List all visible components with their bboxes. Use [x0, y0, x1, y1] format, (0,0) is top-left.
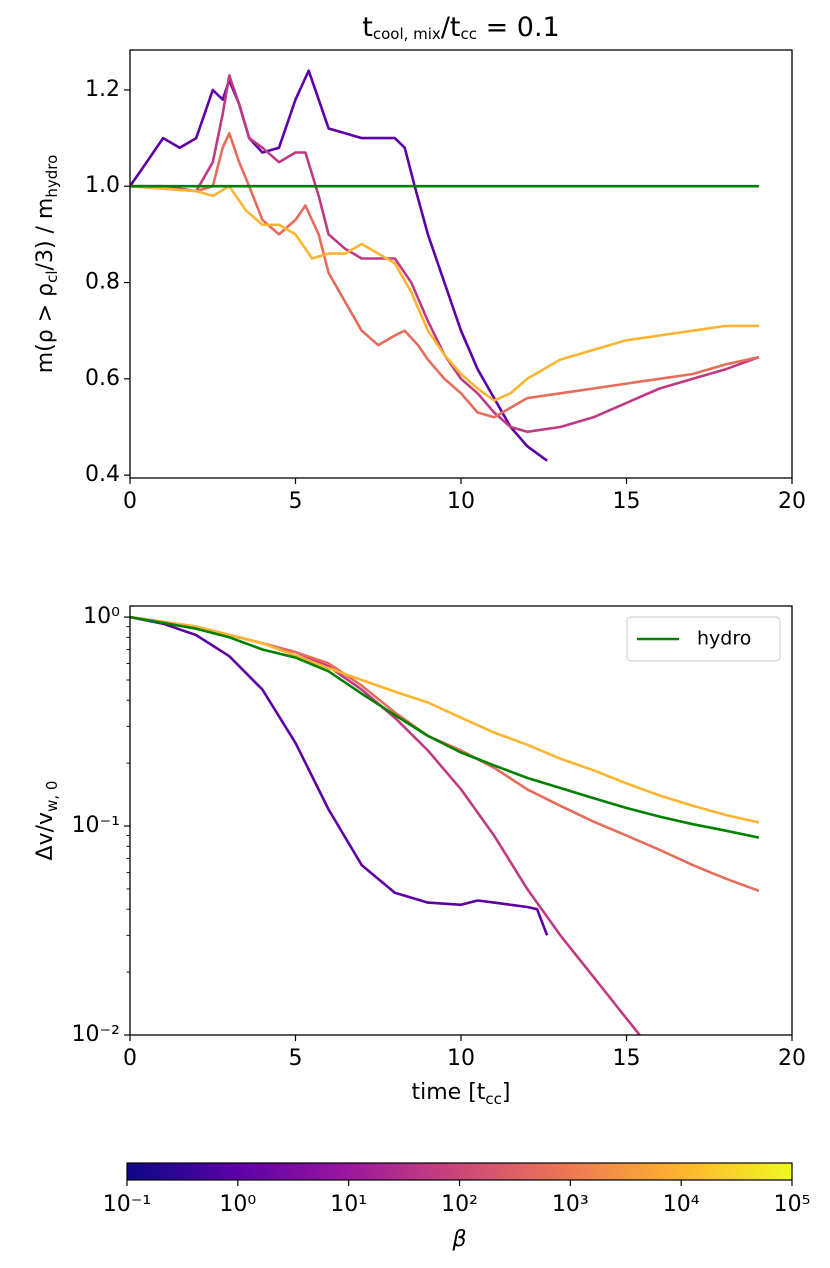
- y-tick-label: 0.8: [85, 270, 120, 295]
- x-axis-label-part: ]: [502, 1080, 511, 1105]
- chart-title-part: cc: [461, 25, 478, 43]
- y-tick-label: 1.0: [85, 173, 120, 198]
- x-tick-label: 10⁻¹: [103, 1192, 151, 1217]
- data-line: [130, 615, 549, 936]
- y-tick-label: 1.2: [85, 77, 120, 102]
- colorbar: [126, 1162, 793, 1181]
- chart-title-part: t: [362, 12, 373, 43]
- x-tick-label: 5: [289, 489, 303, 514]
- y-axis-label-part: m(ρ > ρ: [33, 283, 58, 373]
- y-tick-label: 0.4: [85, 462, 120, 487]
- x-tick-label: 10⁵: [774, 1192, 811, 1217]
- x-axis-label-part: time [t: [412, 1080, 486, 1105]
- chart-title-part: cool, mix: [373, 25, 441, 43]
- x-tick-label: 20: [778, 1046, 806, 1071]
- x-tick-label: 20: [778, 489, 806, 514]
- x-tick-label: 0: [123, 489, 137, 514]
- x-tick-label: 10: [447, 1046, 475, 1071]
- x-tick-label: 10²: [441, 1192, 478, 1217]
- legend-box: [626, 616, 781, 662]
- y-axis-label-part: Δv/v: [33, 812, 58, 861]
- data-line: [130, 615, 641, 1035]
- data-line: [130, 69, 548, 462]
- axes-frame: [129, 605, 793, 1036]
- y-tick-label: 10⁻¹: [72, 813, 120, 838]
- x-tick-label: 0: [123, 1046, 137, 1071]
- y-axis-label: Δv/vw, 0: [33, 781, 61, 861]
- chart-title: tcool, mix/tcc = 0.1: [362, 12, 559, 43]
- x-tick-label: 5: [289, 1046, 303, 1071]
- x-tick-label: 10³: [552, 1192, 589, 1217]
- y-axis-label-part: cl: [43, 270, 61, 282]
- x-tick-label: 10: [447, 489, 475, 514]
- legend-label: hydro: [697, 628, 751, 650]
- y-tick-label: 10⁻²: [72, 1022, 120, 1047]
- chart-title-part: /t: [441, 12, 461, 43]
- y-axis-label-part: /3) / m: [33, 198, 58, 271]
- data-line: [130, 615, 760, 824]
- chart-title-part: = 0.1: [477, 12, 560, 43]
- data-line: [130, 615, 760, 839]
- y-axis-label-part: hydro: [43, 155, 61, 198]
- y-tick-label: 10⁰: [83, 604, 120, 629]
- x-tick-label: 10⁰: [219, 1192, 256, 1217]
- x-axis-label: time [tcc]: [412, 1080, 511, 1108]
- x-tick-label: 15: [613, 489, 641, 514]
- x-tick-label: 10⁴: [663, 1192, 700, 1217]
- x-axis-label: β: [451, 1227, 466, 1252]
- y-axis-label: m(ρ > ρcl/3) / mhydro: [33, 155, 61, 374]
- x-tick-label: 10¹: [330, 1192, 367, 1217]
- y-axis-label-part: w, 0: [43, 781, 61, 812]
- y-tick-label: 0.6: [85, 366, 120, 391]
- data-line: [130, 132, 760, 419]
- axes-frame: [129, 49, 793, 479]
- x-tick-label: 15: [613, 1046, 641, 1071]
- data-line: [130, 74, 760, 434]
- x-axis-label-part: cc: [485, 1090, 502, 1108]
- data-line: [130, 184, 759, 402]
